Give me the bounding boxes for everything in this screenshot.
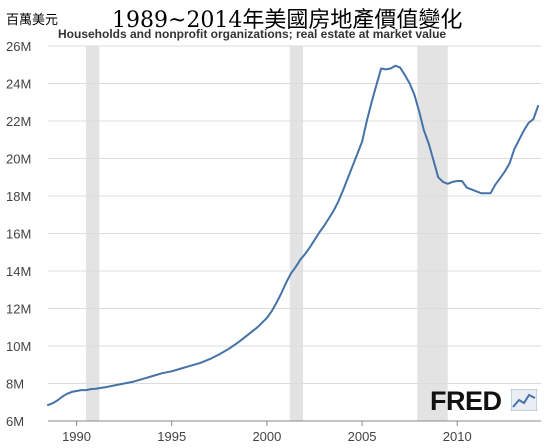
y-tick-label: 24M: [6, 77, 31, 92]
y-tick-label: 26M: [6, 39, 31, 54]
x-tick-label: 2005: [348, 429, 377, 444]
fred-logo: FRED: [430, 386, 538, 417]
series-line: [47, 64, 540, 407]
y-tick-label: 20M: [6, 152, 31, 167]
x-tick-label: 1995: [157, 429, 186, 444]
y-tick-label: 18M: [6, 189, 31, 204]
chart-subtitle: Households and nonprofit organizations; …: [58, 27, 447, 41]
y-tick-label: 12M: [6, 302, 31, 317]
y-tick-label: 8M: [6, 377, 24, 392]
y-axis-unit-label: 百萬美元: [6, 13, 59, 28]
y-tick-label: 14M: [6, 264, 31, 279]
x-tick-label: 1990: [62, 429, 91, 444]
y-tick-label: 6M: [6, 414, 24, 429]
chart-title: 1989~2014年美國房地產價值變化: [112, 8, 463, 33]
fred-logo-text: FRED: [430, 386, 502, 416]
x-tick-label: 2010: [443, 429, 472, 444]
y-tick-label: 22M: [6, 114, 31, 129]
fred-chart-icon: [510, 388, 538, 412]
y-tick-label: 16M: [6, 227, 31, 242]
series-layer: [47, 64, 540, 407]
y-tick-label: 10M: [6, 339, 31, 354]
x-tick-label: 2000: [252, 429, 281, 444]
axes: 6M 8M 10M 12M 14M 16M 18M 20M 22M 24M 26M 1990 1995 2…: [6, 39, 541, 444]
